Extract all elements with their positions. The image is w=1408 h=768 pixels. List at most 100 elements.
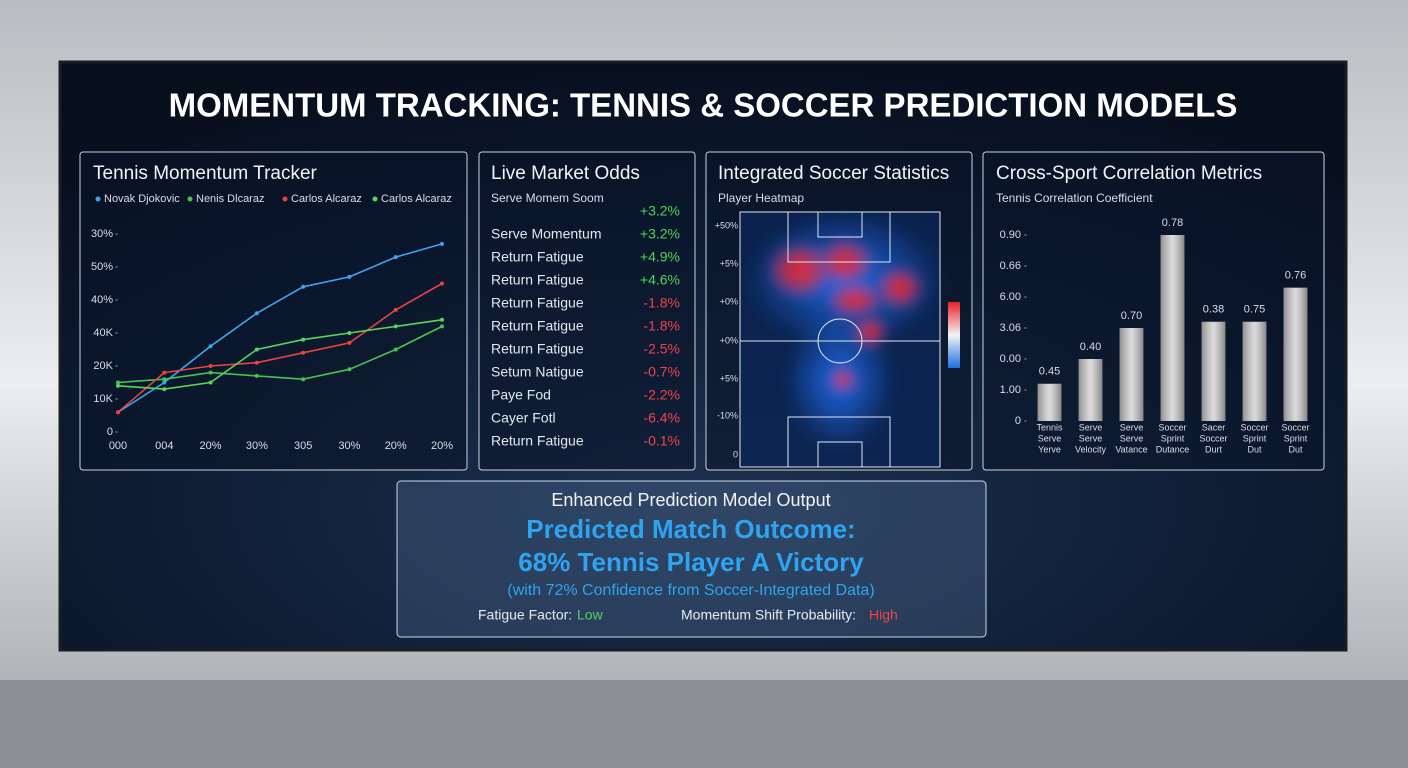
prediction-box	[396, 480, 987, 638]
x-tick-label: 30%	[246, 440, 268, 452]
y-tick-label: 40K	[93, 327, 113, 339]
x-tick-label: 20%	[200, 440, 222, 452]
odds-change: -2.5%	[643, 341, 680, 357]
bar-shade	[1078, 359, 1103, 421]
momentum-value: High	[869, 607, 898, 623]
data-point	[393, 347, 398, 352]
x-tick-label: Durt	[1205, 444, 1223, 454]
odds-header: Serve Momem Soom	[491, 191, 604, 205]
legend-marker	[95, 196, 101, 202]
odds-label: Return Fatigue	[491, 272, 584, 288]
x-tick-label: Soccer	[1240, 422, 1268, 432]
x-tick-label: Sacer	[1202, 422, 1226, 432]
y-tick-label: 0.66	[1000, 260, 1021, 272]
data-point	[393, 324, 398, 329]
x-tick-label: Soccer	[1199, 433, 1227, 443]
series-line	[117, 319, 443, 390]
y-tick-label: 0	[1015, 415, 1021, 427]
odds-change: +4.9%	[640, 249, 680, 265]
x-tick-label: Dutance	[1156, 444, 1190, 454]
y-tick-label: 40%	[91, 294, 113, 306]
heatmap-axis-label: +5%	[720, 258, 738, 268]
bar-label: 0.45	[1039, 366, 1060, 378]
odds-change: -0.1%	[643, 433, 680, 449]
data-point	[162, 370, 167, 375]
x-tick-label: 000	[109, 440, 127, 452]
bar-shade	[1242, 321, 1267, 421]
panel	[982, 151, 1325, 471]
x-tick-label: 305	[294, 440, 312, 452]
legend-label: Carlos Alcaraz	[381, 193, 452, 205]
x-tick-label: 20%	[385, 440, 407, 452]
heatmap-axis-label: -10%	[717, 410, 738, 420]
fatigue-value: Low	[577, 607, 604, 623]
panel-subtitle: Player Heatmap	[718, 191, 804, 205]
x-tick-label: Serve	[1038, 433, 1062, 443]
x-tick-label: 30%	[338, 440, 360, 452]
x-tick-label: Yerve	[1038, 444, 1061, 454]
x-tick-label: Soccer	[1281, 422, 1309, 432]
bar-shade	[1160, 235, 1185, 421]
odds-label: Return Fatigue	[491, 249, 584, 265]
x-tick-label: Soccer	[1158, 422, 1186, 432]
panel	[478, 151, 696, 471]
momentum-label: Momentum Shift Probability:	[681, 607, 856, 623]
outcome: 68% Tennis Player A Victory	[518, 547, 864, 577]
data-point	[116, 383, 120, 388]
data-point	[254, 360, 259, 365]
x-tick-label: Sprint	[1161, 433, 1185, 443]
heatmap-axis-label: +0%	[720, 335, 738, 345]
y-tick-label: 0.00	[1000, 353, 1021, 365]
data-point	[208, 370, 213, 375]
x-tick-label: 004	[155, 440, 173, 452]
data-point	[347, 340, 352, 345]
data-point	[393, 307, 398, 312]
odds-change: +3.2%	[640, 226, 680, 242]
x-tick-label: Sprint	[1243, 433, 1267, 443]
odds-label: Serve Momentum	[491, 226, 601, 242]
odds-change: -0.7%	[643, 364, 680, 380]
data-point	[347, 331, 352, 335]
outcome-label: Predicted Match Outcome:	[526, 514, 855, 544]
odds-change: +4.6%	[640, 272, 680, 288]
bar-shade	[1283, 287, 1308, 421]
series-line	[117, 282, 443, 413]
x-tick-label: Serve	[1120, 422, 1144, 432]
bar-label: 0.40	[1080, 341, 1101, 353]
bar-label: 0.38	[1203, 304, 1224, 316]
data-point	[393, 255, 398, 260]
heatmap	[739, 210, 960, 468]
data-point	[208, 380, 213, 385]
panel-subtitle: Tennis Correlation Coefficient	[996, 191, 1153, 205]
y-tick-label: 10K	[93, 393, 113, 405]
data-point	[162, 387, 167, 392]
bar-label: 0.75	[1244, 304, 1265, 316]
data-point	[162, 380, 167, 385]
odds-change: -1.8%	[643, 318, 680, 334]
data-point	[347, 274, 352, 279]
legend-marker	[187, 196, 193, 202]
heatmap-axis-label: +5%	[720, 373, 738, 383]
odds-label: Return Fatigue	[491, 295, 584, 311]
y-tick-label: 0	[107, 426, 113, 438]
main-title: MOMENTUM TRACKING: TENNIS & SOCCER PREDI…	[169, 87, 1238, 124]
x-tick-label: Vatance	[1115, 444, 1147, 454]
prediction-title: Enhanced Prediction Model Output	[551, 490, 830, 510]
y-tick-label: 50%	[91, 261, 113, 273]
data-point	[254, 347, 259, 352]
floor	[0, 680, 1408, 768]
legend-label: Nenis Dlcaraz	[196, 193, 264, 205]
data-point	[440, 317, 444, 322]
heatmap-axis-label: +0%	[720, 296, 738, 306]
bar-label: 0.76	[1285, 270, 1306, 282]
y-tick-label: 6.00	[1000, 291, 1021, 303]
bar-label: 0.70	[1121, 310, 1142, 322]
bar-label: 0.78	[1162, 217, 1183, 229]
data-point	[116, 380, 120, 385]
pitch-lines	[739, 211, 941, 468]
x-tick-label: Tennis	[1036, 422, 1063, 432]
odds-label: Setum Natigue	[491, 364, 584, 380]
y-tick-label: 20K	[93, 360, 113, 372]
confidence: (with 72% Confidence from Soccer-Integra…	[507, 582, 874, 599]
